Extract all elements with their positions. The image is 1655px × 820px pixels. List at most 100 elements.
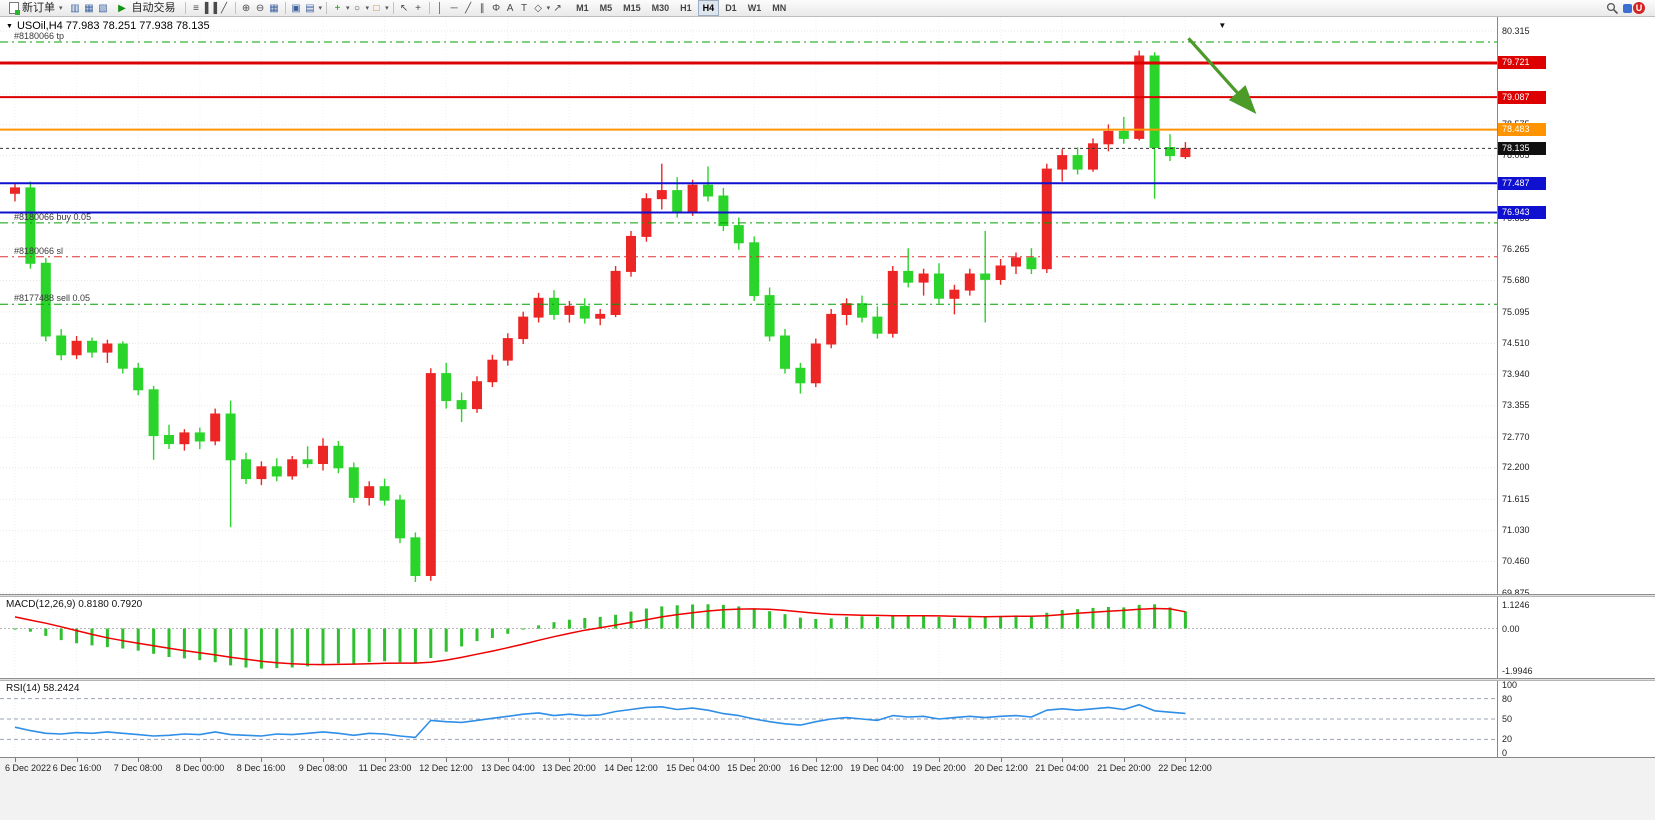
horizontal-line-icon[interactable]: ─ [450, 2, 458, 14]
profiles-icon[interactable]: ▤ [305, 2, 315, 14]
axis-price-tag: 79.087 [1498, 91, 1546, 104]
time-label: 13 Dec 04:00 [481, 763, 535, 773]
axis-label: 0.00 [1502, 624, 1520, 634]
time-tick [15, 758, 16, 762]
time-tick [323, 758, 324, 762]
timeframe-w1[interactable]: W1 [747, 3, 762, 13]
time-tick [385, 758, 386, 762]
text-tool-icon[interactable]: A [506, 2, 514, 14]
channel-icon[interactable]: ∥ [479, 2, 485, 14]
trendline-icon[interactable]: ╱ [465, 2, 472, 14]
templates-icon[interactable]: □ [373, 2, 380, 14]
time-label: 6 Dec 2022 [4, 763, 52, 773]
axis-label: 74.510 [1502, 338, 1530, 348]
axis-label: 76.265 [1502, 244, 1530, 254]
axis-price-tag: 78.483 [1498, 123, 1546, 136]
axis-label: 80.315 [1502, 26, 1530, 36]
time-label: 9 Dec 08:00 [298, 763, 348, 773]
new-chart-icon[interactable]: ▣ [291, 2, 301, 14]
chevron-down-icon[interactable]: ▾ [385, 5, 389, 12]
zoom-out-icon[interactable]: ⊖ [255, 2, 265, 14]
axis-label: 70.460 [1502, 556, 1530, 566]
time-label: 15 Dec 20:00 [727, 763, 781, 773]
new-order-icon [9, 2, 20, 15]
toolbar-separator [234, 2, 236, 14]
arrow-tool-icon[interactable]: ↗ [553, 2, 562, 14]
time-tick [1124, 758, 1125, 762]
timeframe-m1[interactable]: M1 [576, 3, 589, 13]
axis-label: 75.095 [1502, 307, 1530, 317]
chevron-down-icon[interactable]: ▾ [365, 5, 370, 12]
time-label: 12 Dec 12:00 [419, 763, 473, 773]
bar-chart-icon[interactable]: ≡ [193, 2, 199, 14]
cursor-icon[interactable]: ↖ [399, 2, 409, 14]
zoom-in-icon[interactable]: ⊕ [241, 2, 251, 14]
time-tick [1001, 758, 1002, 762]
account-badge-icon[interactable]: U [1633, 2, 1645, 14]
data-window-icon[interactable]: ▦ [84, 2, 94, 14]
timeframe-m15[interactable]: M15 [623, 3, 641, 13]
label-tool-icon[interactable]: T [521, 2, 528, 14]
axis-label: 73.940 [1502, 369, 1530, 379]
periods-clock-icon[interactable]: ○ [354, 2, 361, 14]
navigator-icon[interactable]: ▧ [98, 2, 108, 14]
time-label: 6 Dec 16:00 [52, 763, 102, 773]
order-line-label: #8180066 buy 0.05 [14, 212, 92, 222]
panel-separator[interactable] [0, 678, 1655, 681]
toolbar-separator [428, 2, 430, 14]
vertical-line-icon[interactable]: │ [436, 2, 444, 14]
chevron-down-icon: ▾ [59, 4, 63, 12]
order-line-label: #8177488 sell 0.05 [14, 293, 91, 303]
collapse-triangle-icon[interactable]: ▼ [6, 23, 13, 30]
timeframe-h1[interactable]: H1 [680, 3, 692, 13]
time-label: 21 Dec 04:00 [1035, 763, 1089, 773]
timeframe-m30[interactable]: M30 [651, 3, 670, 13]
axis-label: 20 [1502, 734, 1513, 744]
timeframe-h4[interactable]: H4 [697, 0, 720, 16]
fibonacci-icon[interactable]: Φ [492, 2, 501, 14]
axis-price-tag: 76.943 [1498, 206, 1546, 219]
search-icon[interactable] [1606, 2, 1619, 15]
symbol-ohlc-text: USOil,H4 77.983 78.251 77.938 78.135 [16, 20, 210, 32]
chevron-down-icon[interactable]: ▾ [346, 5, 350, 12]
axis-price-tag: 77.487 [1498, 177, 1546, 190]
indicators-icon[interactable]: + [334, 2, 341, 14]
chevron-down-icon[interactable]: ▾ [546, 5, 551, 12]
chevron-down-icon[interactable]: ▾ [318, 5, 323, 12]
crosshair-icon[interactable]: + [415, 2, 421, 14]
axis-label: 0 [1502, 748, 1508, 758]
market-watch-icon[interactable]: ▥ [70, 2, 80, 14]
timeframe-d1[interactable]: D1 [725, 3, 737, 13]
panel-separator[interactable] [0, 594, 1655, 597]
line-chart-icon[interactable]: ╱ [221, 2, 228, 14]
order-line-label: #8180066 sl [14, 246, 64, 256]
time-tick [569, 758, 570, 762]
axis-label: 78.005 [1502, 150, 1530, 160]
axis-label: 50 [1502, 714, 1513, 724]
time-tick [693, 758, 694, 762]
time-tick [877, 758, 878, 762]
time-label: 7 Dec 08:00 [113, 763, 163, 773]
timeframe-buttons: M1 M5 M15 M30 H1 H4 D1 W1 MN [571, 0, 791, 16]
autotrade-label: 自动交易 [131, 1, 176, 14]
time-tick [138, 758, 139, 762]
time-axis[interactable]: 6 Dec 2022 6 Dec 16:00 7 Dec 08:00 8 Dec 00… [0, 757, 1655, 820]
macd-canvas[interactable] [0, 597, 1497, 678]
toolbar-separator [326, 2, 328, 14]
account-chip-icon[interactable] [1623, 3, 1632, 13]
candlestick-icon[interactable]: ▌▐ [204, 2, 217, 14]
main-chart-canvas[interactable]: ▼ [0, 17, 1497, 594]
time-tick [261, 758, 262, 762]
autotrade-play-icon: ▶ [118, 2, 126, 14]
time-label: 21 Dec 20:00 [1097, 763, 1151, 773]
order-line-label: #8180066 tp [14, 31, 65, 41]
axis-label: 80 [1502, 694, 1513, 704]
shapes-icon[interactable]: ◇ [534, 2, 542, 14]
timeframe-mn[interactable]: MN [772, 3, 787, 13]
tile-windows-icon[interactable]: ▦ [269, 2, 279, 14]
rsi-canvas[interactable] [0, 681, 1497, 757]
autotrade-button[interactable]: ▶ 自动交易 [111, 1, 181, 16]
new-order-button[interactable]: 新订单 ▾ [4, 1, 68, 16]
price-axis[interactable]: 80.31578.57578.00577.42076.83576.26575.6… [1497, 17, 1655, 758]
timeframe-m5[interactable]: M5 [599, 3, 613, 13]
